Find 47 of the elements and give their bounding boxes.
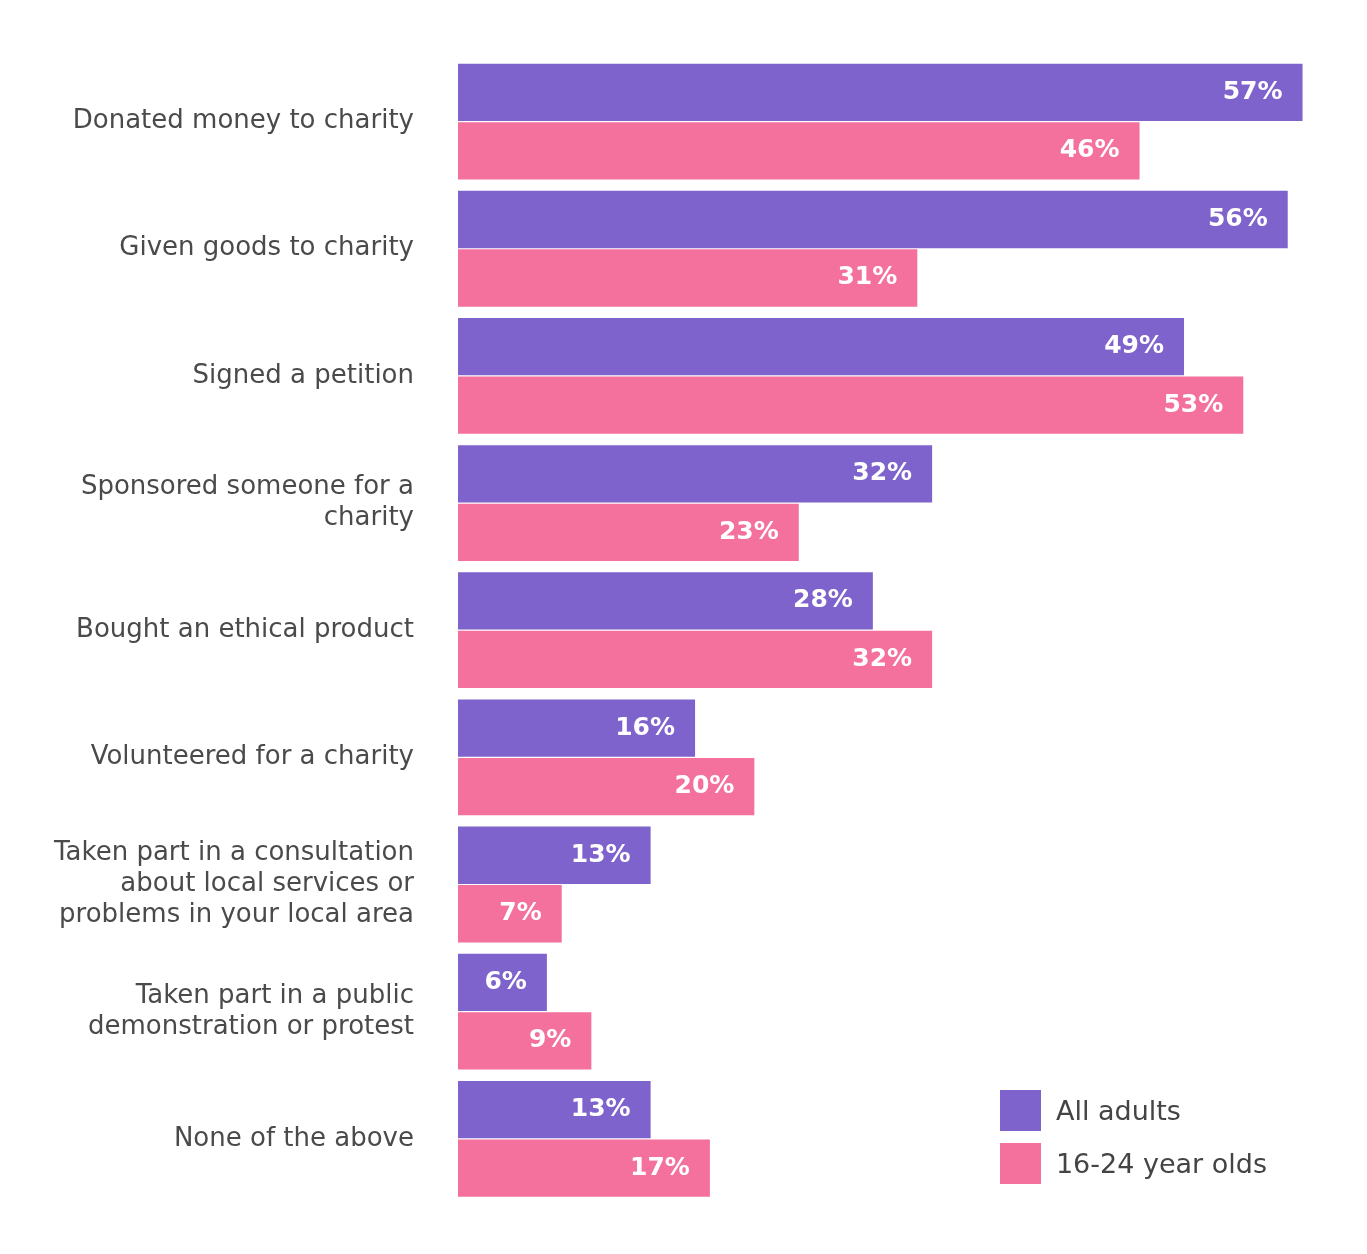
data-label: 56% <box>1207 202 1268 232</box>
bar <box>458 122 1140 180</box>
data-label: 53% <box>1163 388 1224 418</box>
data-label: 16% <box>615 711 676 741</box>
y-tick-label: Bought an ethical product <box>76 612 414 643</box>
bar <box>458 885 562 943</box>
bar <box>458 826 651 884</box>
bar <box>458 190 1288 249</box>
bar <box>458 503 799 561</box>
data-label: 46% <box>1059 134 1120 164</box>
bar <box>458 630 933 689</box>
data-label: 28% <box>793 584 853 614</box>
y-tick-label: Donated money to charity <box>72 104 414 135</box>
bar <box>458 317 1185 376</box>
bar <box>458 1139 710 1197</box>
data-label: 17% <box>630 1151 690 1181</box>
legend-label: 16-24 year olds <box>1055 1148 1267 1179</box>
bar <box>458 445 933 503</box>
y-tick-label: Taken part in a consultation about local services or problems in your local area <box>53 836 415 929</box>
data-label: 49% <box>1104 330 1165 360</box>
y-tick-label: Volunteered for a charity <box>90 740 414 771</box>
data-label: 57% <box>1222 75 1283 105</box>
bar <box>458 1012 592 1070</box>
data-label: 13% <box>570 1093 631 1123</box>
data-label: 32% <box>852 457 913 487</box>
y-tick-label: Sponsored someone for a charity <box>80 470 414 532</box>
bar <box>458 1080 651 1139</box>
bar <box>458 249 918 307</box>
bar <box>458 699 696 757</box>
y-tick-label: Taken part in a public demonstration or protest <box>88 978 414 1041</box>
data-label: 6% <box>484 965 527 995</box>
bar <box>458 376 1244 434</box>
legend-label: All adults <box>1055 1095 1181 1126</box>
bar <box>458 63 1303 121</box>
y-tick-label: Given goods to charity <box>119 231 414 262</box>
data-label: 20% <box>674 770 735 800</box>
data-label: 23% <box>718 515 779 545</box>
bar <box>458 953 547 1012</box>
y-tick-label: Signed a petition <box>192 358 414 389</box>
data-label: 32% <box>852 642 913 672</box>
data-label: 9% <box>528 1024 572 1054</box>
data-label: 7% <box>499 897 542 927</box>
y-tick-label: None of the above <box>173 1121 414 1152</box>
data-label: 31% <box>837 261 898 291</box>
bar <box>458 757 755 816</box>
data-label: 13% <box>570 838 631 868</box>
bar <box>458 572 873 630</box>
